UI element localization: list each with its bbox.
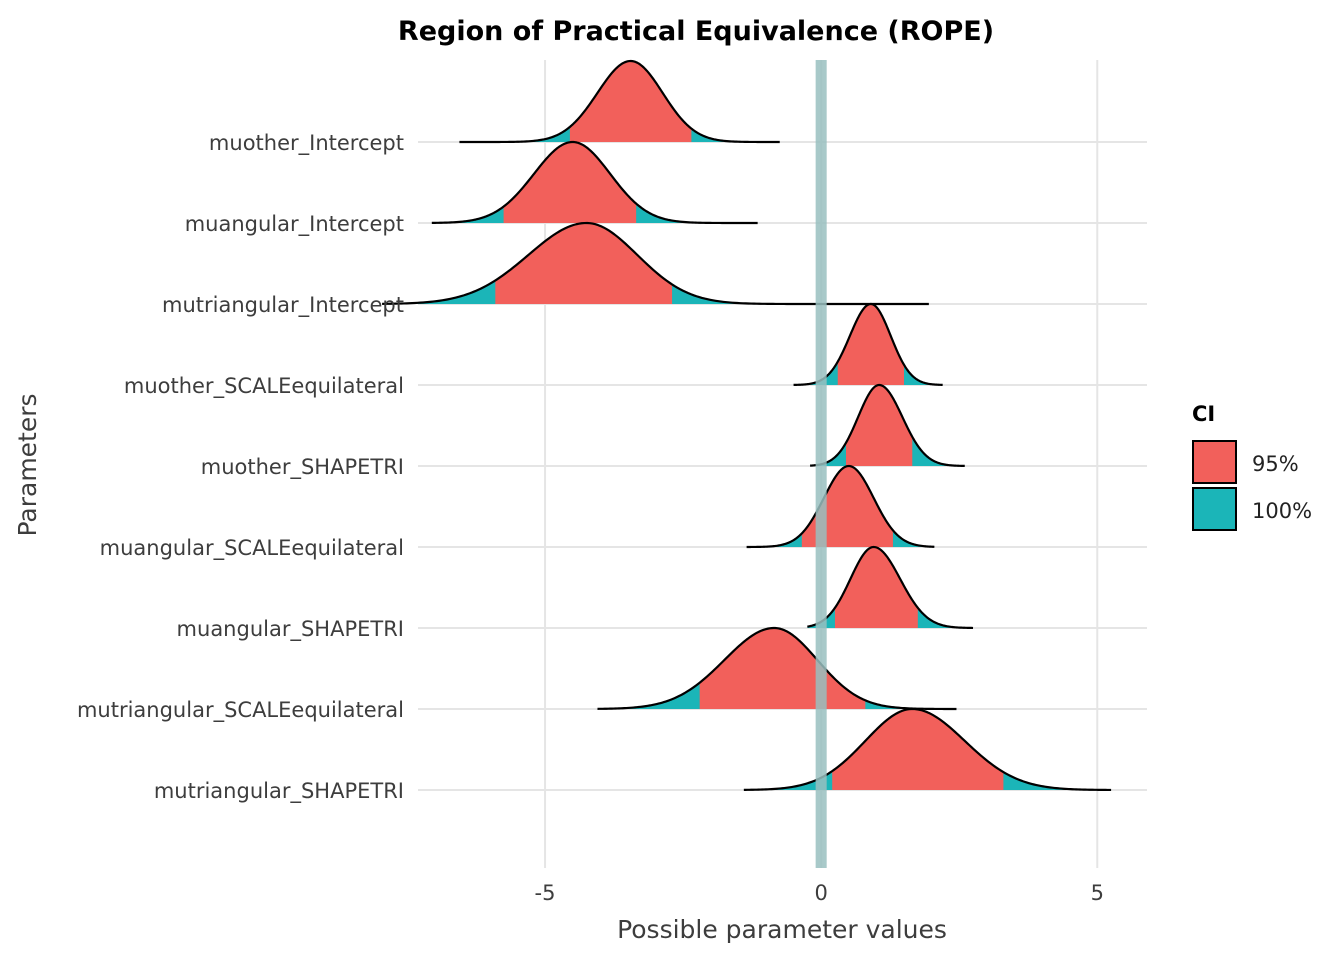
- ridge-area-95ci: [495, 223, 673, 304]
- ridge-area-95ci: [569, 61, 692, 142]
- x-axis-tick-labels: -5 0 5: [535, 881, 1104, 905]
- chart-title: Region of Practical Equivalence (ROPE): [398, 16, 994, 47]
- y-tick-label: muangular_Intercept: [185, 212, 404, 237]
- ridge-muangular_SHAPETRI: [807, 545, 974, 630]
- y-tick-label: mutriangular_Intercept: [162, 293, 404, 318]
- y-axis-title: Parameters: [13, 393, 42, 536]
- ridge-area-95ci: [832, 709, 1004, 790]
- y-tick-label: mutriangular_SHAPETRI: [154, 779, 404, 804]
- y-tick-label: mutriangular_SCALEequilateral: [77, 698, 404, 723]
- ridge-muother_Intercept: [459, 59, 780, 144]
- x-axis-title: Possible parameter values: [617, 915, 947, 944]
- y-axis-tick-labels: muother_Intercept muangular_Interceptmutr…: [77, 131, 404, 804]
- y-tick-label: muother_SCALEequilateral: [124, 374, 404, 399]
- legend-swatch-95: [1192, 440, 1237, 484]
- ridge-mutriangular_SHAPETRI: [743, 707, 1112, 792]
- ridge-mutriangular_Intercept: [382, 221, 929, 306]
- ridge-outline: [746, 464, 935, 549]
- ridge-outline: [382, 221, 929, 306]
- ridge-outline: [431, 140, 758, 225]
- ridge-muangular_SCALEequilateral: [746, 464, 935, 549]
- ridge-outline: [459, 59, 780, 144]
- ridge-outline: [807, 545, 974, 630]
- legend-title: CI: [1192, 402, 1215, 426]
- legend: CI 95% 100%: [1192, 402, 1312, 531]
- ridge-outline: [597, 626, 957, 711]
- ridge-area-95ci: [837, 304, 904, 385]
- rope-band-layer: [815, 60, 827, 868]
- ridge-area-95ci: [503, 142, 637, 223]
- y-tick-label: muother_Intercept: [209, 131, 404, 156]
- ridge-outline: [743, 707, 1112, 792]
- ridge-area-95ci: [699, 628, 866, 709]
- ridge-area-95ci: [801, 466, 893, 547]
- legend-swatch-100: [1192, 487, 1237, 531]
- legend-label-100: 100%: [1252, 499, 1312, 523]
- rope-band: [815, 60, 827, 868]
- y-tick-label: muother_SHAPETRI: [201, 455, 404, 480]
- ridge-muother_SHAPETRI: [809, 383, 966, 468]
- ridge-mutriangular_SCALEequilateral: [597, 626, 957, 711]
- x-tick-label: 5: [1091, 881, 1104, 905]
- ridge-outline: [809, 383, 966, 468]
- y-tick-label: muangular_SCALEequilateral: [100, 536, 404, 561]
- legend-label-95: 95%: [1252, 452, 1299, 476]
- ridge-area-95ci: [846, 385, 913, 466]
- x-tick-label: 0: [814, 881, 827, 905]
- ridge-layer: [382, 59, 1112, 792]
- ridge-area-95ci: [834, 547, 918, 628]
- ridge-muangular_Intercept: [431, 140, 758, 225]
- x-tick-label: -5: [535, 881, 556, 905]
- y-tick-label: muangular_SHAPETRI: [177, 617, 404, 642]
